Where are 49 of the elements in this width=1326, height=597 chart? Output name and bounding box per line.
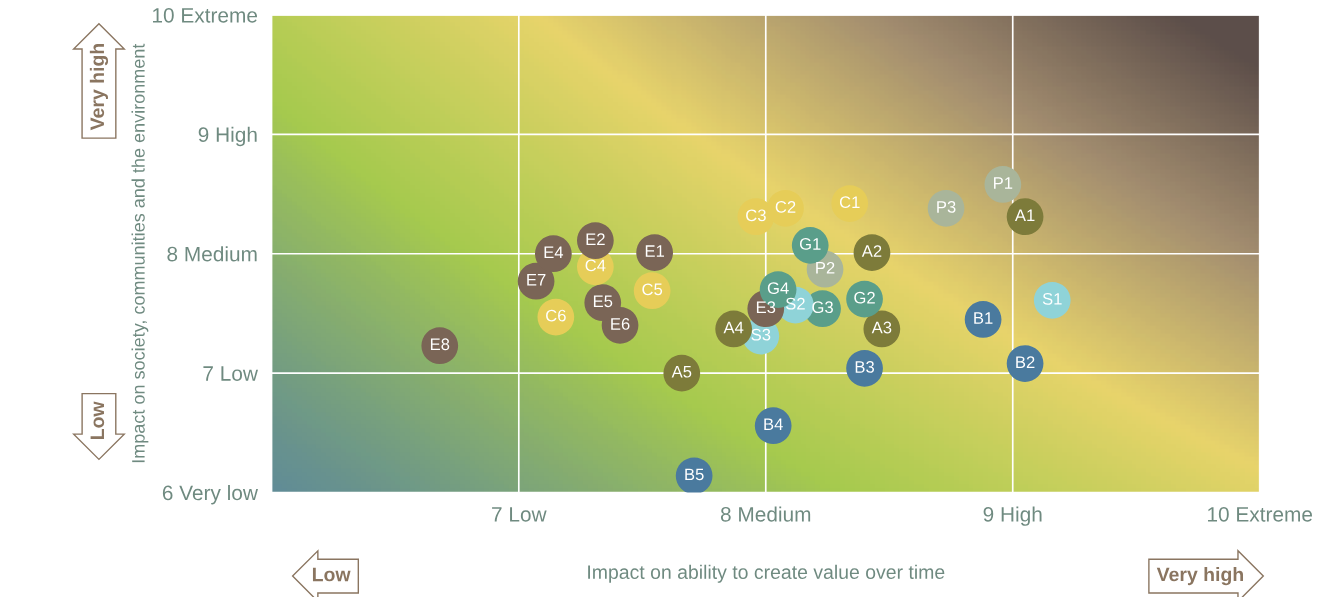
y-tick-label: 10 Extreme [153, 7, 258, 23]
annotation: E8 [430, 338, 450, 351]
y-tick-label: 6 Very low [162, 484, 258, 505]
annotation: A4 [723, 321, 744, 334]
annotation: E7 [527, 274, 546, 286]
y-tick-label: 9 High [198, 126, 257, 147]
y-tick-label: 8 Medium [167, 246, 257, 262]
annotation: C1 [839, 196, 860, 209]
annotation: P3 [937, 201, 956, 213]
x-tick-label: 8 Medium [720, 506, 811, 522]
annotation: E4 [544, 246, 564, 259]
x-tick-label: 9 High [983, 506, 1042, 526]
annotation: E5 [593, 295, 613, 308]
annotation: C5 [642, 283, 663, 296]
annotation: B3 [855, 361, 875, 373]
annotation: E1 [645, 245, 665, 257]
annotation: S2 [785, 297, 805, 310]
annotation: B1 [974, 312, 993, 324]
text: Low [90, 401, 105, 440]
annotation: G3 [812, 301, 833, 314]
annotation: A3 [871, 321, 892, 334]
annotation: G1 [799, 238, 821, 250]
y-tick-label: 7 Low [203, 366, 258, 381]
x-tick-label: 7 Low [492, 507, 547, 522]
annotation: B2 [1016, 356, 1035, 368]
y-axis-title: Impact on society, communities and the environment [131, 43, 149, 463]
annotation: B5 [685, 468, 704, 481]
annotation: G4 [767, 282, 789, 295]
annotation: S3 [751, 328, 771, 341]
x-tick-label: 10 Extreme [1208, 506, 1313, 522]
annotation: P1 [994, 177, 1013, 189]
annotation: C4 [585, 259, 606, 272]
annotation: B4 [764, 418, 783, 430]
annotation: P2 [816, 261, 835, 274]
annotation: E6 [611, 318, 630, 330]
annotation: C6 [546, 309, 566, 322]
annotation: A2 [861, 245, 882, 257]
text: Very high [1156, 567, 1243, 586]
x-axis-title: Impact on ability to create value over time [588, 564, 945, 583]
annotation: A1 [1014, 209, 1035, 222]
annotation: C3 [746, 209, 766, 222]
text: Very high [89, 44, 109, 131]
annotation: A5 [671, 365, 692, 378]
annotation: E3 [756, 301, 776, 314]
annotation: G2 [854, 291, 875, 304]
annotation: C2 [775, 201, 796, 213]
text: Low [312, 567, 351, 582]
annotation: S1 [1042, 292, 1062, 305]
annotation: E2 [586, 233, 605, 245]
